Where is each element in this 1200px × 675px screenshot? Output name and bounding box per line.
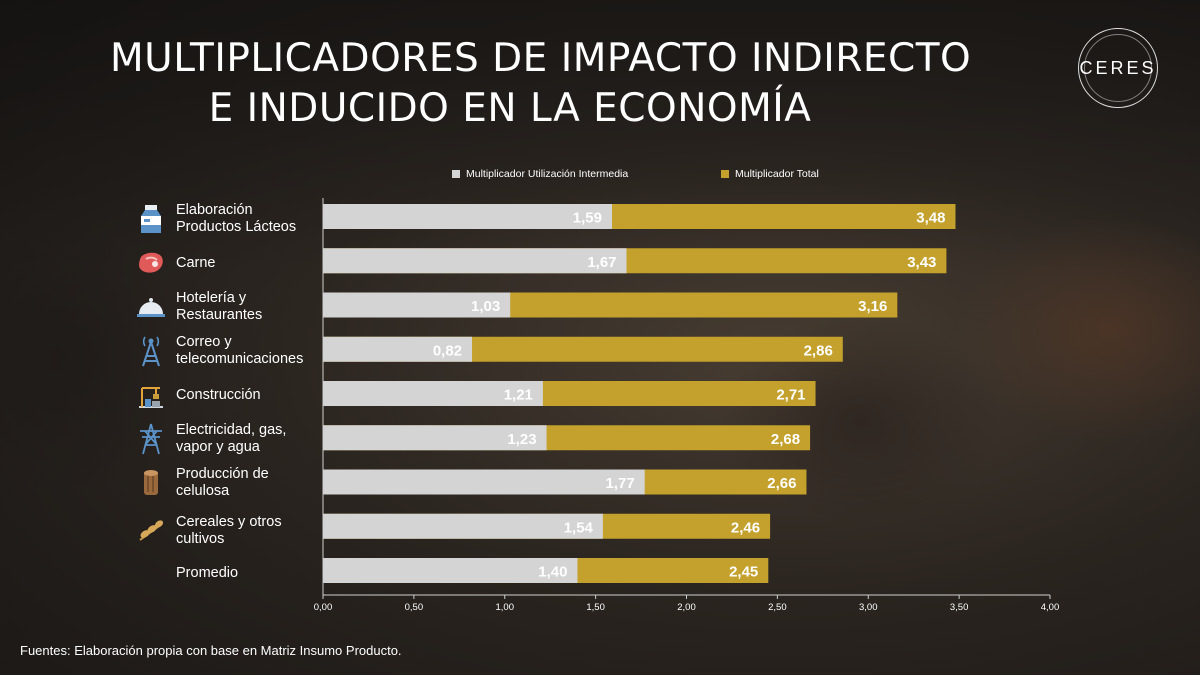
antenna-tower-icon <box>134 334 168 368</box>
data-label-total: 2,46 <box>731 519 760 536</box>
bar-intermediate <box>323 204 612 229</box>
category-label: Carne <box>134 243 324 283</box>
x-tick-label: 2,50 <box>768 602 787 613</box>
category-label: Construcción <box>134 375 324 415</box>
legend-item-intermediate: Multiplicador Utilización Intermedia <box>452 168 628 180</box>
data-label-intermediate: 0,82 <box>433 342 462 359</box>
x-tick-label: 3,00 <box>859 602 878 613</box>
source-note: Fuentes: Elaboración propia con base en … <box>20 643 402 658</box>
category-text: Producción de celulosa <box>176 466 269 499</box>
x-tick-label: 1,50 <box>586 602 605 613</box>
data-label-intermediate: 1,54 <box>564 519 594 536</box>
bar-intermediate <box>323 469 645 495</box>
category-label: Correo y telecomunicaciones <box>134 331 324 371</box>
data-label-intermediate: 1,21 <box>504 387 533 404</box>
data-label-intermediate: 1,77 <box>605 475 634 492</box>
legend-swatch-intermediate <box>452 170 460 178</box>
category-text: Electricidad, gas, vapor y agua <box>176 422 287 455</box>
legend-swatch-total <box>721 170 729 178</box>
cloche-icon <box>134 290 168 324</box>
milk-carton-icon <box>134 202 168 236</box>
wood-log-icon <box>134 466 168 500</box>
data-label-total: 2,86 <box>804 342 833 359</box>
title-line-1: MULTIPLICADORES DE IMPACTO INDIRECTO <box>110 36 972 81</box>
bar-intermediate <box>323 425 547 451</box>
ceres-logo: CERES <box>1078 28 1158 108</box>
bar-intermediate <box>323 381 543 406</box>
category-text: Carne <box>176 254 216 271</box>
x-tick-label: 1,00 <box>496 602 515 613</box>
data-label-total: 2,66 <box>767 475 796 492</box>
category-label: Elaboración Productos Lácteos <box>134 199 324 239</box>
category-label: Producción de celulosa <box>134 463 324 503</box>
category-label: Hotelería y Restaurantes <box>134 287 324 327</box>
construction-icon <box>134 378 168 412</box>
category-text: Hotelería y Restaurantes <box>176 290 263 323</box>
category-text: Elaboración Productos Lácteos <box>176 202 297 235</box>
legend-label-total: Multiplicador Total <box>735 168 819 180</box>
bar-intermediate <box>323 513 603 539</box>
x-tick-label: 3,50 <box>950 602 969 613</box>
data-label-total: 3,16 <box>858 298 887 315</box>
bar-intermediate <box>323 336 473 362</box>
meat-icon <box>134 246 168 280</box>
data-label-intermediate: 1,40 <box>538 564 567 581</box>
data-label-intermediate: 1,59 <box>573 210 602 227</box>
chart-legend: Multiplicador Utilización Intermedia Mul… <box>0 168 1200 184</box>
data-label-total: 2,68 <box>771 431 800 448</box>
category-text: Cereales y otros cultivos <box>176 514 282 547</box>
power-tower-icon <box>134 422 168 456</box>
data-label-total: 3,43 <box>907 254 936 271</box>
bar-intermediate <box>323 558 578 583</box>
x-tick-label: 0,00 <box>314 602 333 613</box>
data-label-total: 2,45 <box>729 564 758 581</box>
category-label: Cereales y otros cultivos <box>134 511 324 551</box>
x-tick-label: 4,00 <box>1041 602 1060 613</box>
category-text: Correo y telecomunicaciones <box>176 334 304 367</box>
data-label-total: 2,71 <box>776 387 805 404</box>
x-tick-label: 2,00 <box>677 602 696 613</box>
bar-intermediate <box>323 248 627 274</box>
title-line-2: E INDUCIDO EN LA ECONOMÍA <box>208 86 812 131</box>
category-text: Construcción <box>176 386 261 403</box>
x-tick-label: 0,50 <box>405 602 424 613</box>
data-label-total: 3,48 <box>916 210 945 227</box>
category-text: Promedio <box>176 564 239 581</box>
grain-icon <box>134 514 168 548</box>
category-label: Promedio <box>134 553 324 593</box>
bar-intermediate <box>323 292 511 318</box>
page-title: MULTIPLICADORES DE IMPACTO INDIRECTO E I… <box>110 34 972 134</box>
logo-text: CERES <box>1079 58 1157 78</box>
data-label-intermediate: 1,23 <box>507 431 536 448</box>
data-label-intermediate: 1,03 <box>471 298 500 315</box>
category-label: Electricidad, gas, vapor y agua <box>134 419 324 459</box>
legend-item-total: Multiplicador Total <box>721 168 819 180</box>
legend-label-intermediate: Multiplicador Utilización Intermedia <box>466 168 629 180</box>
data-label-intermediate: 1,67 <box>587 254 616 271</box>
